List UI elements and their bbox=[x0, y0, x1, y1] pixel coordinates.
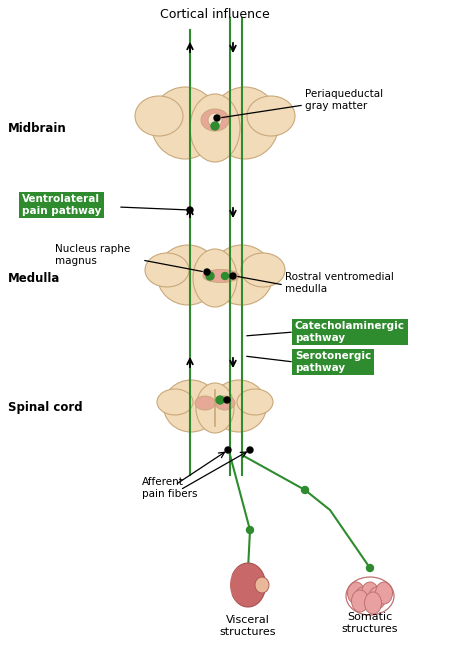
Circle shape bbox=[246, 527, 254, 533]
Ellipse shape bbox=[375, 582, 392, 604]
Ellipse shape bbox=[247, 96, 295, 136]
Text: Spinal cord: Spinal cord bbox=[8, 401, 82, 415]
Circle shape bbox=[206, 272, 214, 280]
Circle shape bbox=[247, 447, 253, 453]
Ellipse shape bbox=[211, 380, 266, 432]
Circle shape bbox=[204, 269, 210, 275]
Ellipse shape bbox=[151, 87, 219, 159]
Circle shape bbox=[216, 396, 224, 404]
Circle shape bbox=[214, 115, 220, 121]
Text: Nucleus raphe
magnus: Nucleus raphe magnus bbox=[55, 244, 130, 266]
Ellipse shape bbox=[211, 245, 273, 305]
Text: Rostral ventromedial
medulla: Rostral ventromedial medulla bbox=[285, 272, 394, 294]
Text: Cortical influence: Cortical influence bbox=[160, 8, 270, 21]
Circle shape bbox=[187, 207, 193, 213]
Ellipse shape bbox=[368, 587, 385, 609]
Circle shape bbox=[366, 565, 374, 571]
Text: Serotonergic
pathway: Serotonergic pathway bbox=[295, 351, 371, 373]
Ellipse shape bbox=[195, 396, 215, 410]
Circle shape bbox=[301, 487, 309, 493]
Text: Afferent
pain fibers: Afferent pain fibers bbox=[142, 477, 198, 499]
Ellipse shape bbox=[211, 87, 279, 159]
Circle shape bbox=[208, 113, 222, 127]
Ellipse shape bbox=[355, 587, 372, 609]
Ellipse shape bbox=[241, 253, 285, 287]
Circle shape bbox=[230, 273, 236, 279]
Ellipse shape bbox=[145, 253, 189, 287]
Circle shape bbox=[224, 397, 230, 403]
Text: Midbrain: Midbrain bbox=[8, 121, 67, 134]
Ellipse shape bbox=[157, 389, 193, 415]
Ellipse shape bbox=[215, 396, 235, 410]
Ellipse shape bbox=[157, 245, 219, 305]
Ellipse shape bbox=[362, 582, 379, 604]
Ellipse shape bbox=[203, 270, 239, 283]
Text: Periaqueductal
gray matter: Periaqueductal gray matter bbox=[305, 89, 383, 111]
Circle shape bbox=[211, 122, 219, 130]
Ellipse shape bbox=[164, 380, 219, 432]
Circle shape bbox=[225, 447, 231, 453]
Ellipse shape bbox=[230, 565, 260, 605]
Ellipse shape bbox=[201, 109, 229, 131]
Ellipse shape bbox=[347, 582, 365, 604]
Ellipse shape bbox=[237, 389, 273, 415]
Ellipse shape bbox=[193, 249, 237, 307]
Ellipse shape bbox=[255, 577, 269, 593]
Ellipse shape bbox=[190, 94, 240, 162]
Text: Medulla: Medulla bbox=[8, 272, 60, 285]
Circle shape bbox=[221, 272, 228, 279]
Text: Visceral
structures: Visceral structures bbox=[220, 615, 276, 636]
Ellipse shape bbox=[196, 383, 234, 433]
Ellipse shape bbox=[365, 592, 382, 614]
Ellipse shape bbox=[352, 590, 368, 612]
Text: Ventrolateral
pain pathway: Ventrolateral pain pathway bbox=[22, 194, 101, 216]
Text: Catecholaminergic
pathway: Catecholaminergic pathway bbox=[295, 321, 405, 343]
Ellipse shape bbox=[135, 96, 183, 136]
Polygon shape bbox=[232, 563, 265, 607]
Text: Somatic
structures: Somatic structures bbox=[342, 612, 398, 634]
